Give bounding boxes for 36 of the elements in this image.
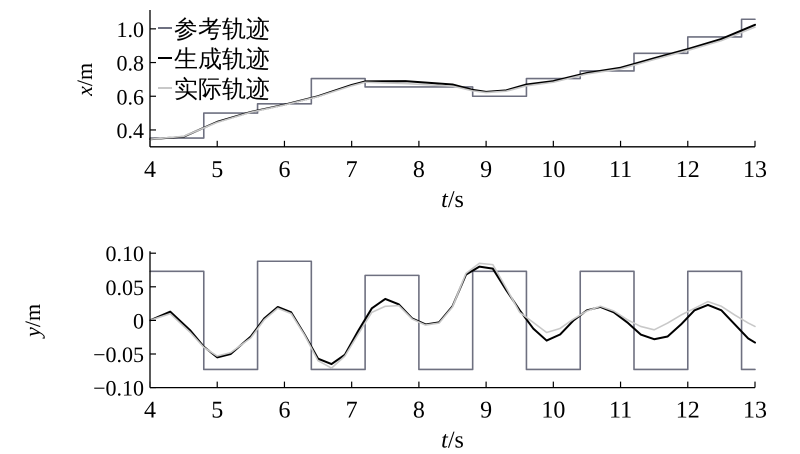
x-tick-label: 6	[278, 156, 290, 183]
x-tick-label: 13	[743, 398, 767, 424]
y-tick-label: −0.05	[93, 342, 144, 367]
x-tick-label: 12	[676, 156, 700, 183]
x-tick-label: 11	[609, 398, 632, 424]
y-axis-title: y/m	[20, 304, 45, 339]
x-tick-label: 4	[144, 156, 156, 183]
x-tick-label: 13	[743, 156, 767, 183]
x-tick-label: 7	[346, 398, 358, 424]
x-axis-title: t/s	[441, 186, 464, 213]
legend-label: 参考轨迹	[174, 16, 270, 43]
y-axis-title: x/m	[72, 62, 97, 97]
x-tick-label: 12	[676, 398, 700, 424]
y-tick-label: 0.10	[106, 241, 144, 266]
x-axis-title: t/s	[441, 428, 464, 454]
y-tick-label: 0.4	[116, 118, 144, 143]
y-tick-label: 0.8	[116, 50, 144, 76]
x-tick-label: 5	[211, 156, 224, 183]
y-tick-label: 0	[133, 308, 144, 334]
x-tick-label: 7	[346, 156, 358, 183]
x-tick-label: 10	[541, 156, 566, 183]
x-tick-label: 5	[211, 398, 224, 424]
x-tick-label: 8	[412, 398, 425, 424]
x-tick-label: 4	[144, 398, 156, 424]
x-tick-label: 11	[609, 156, 632, 183]
x-tick-label: 9	[480, 156, 492, 183]
y-tick-label: 0.05	[106, 274, 144, 300]
y-tick-label: 0.6	[116, 84, 144, 110]
x-tick-label: 8	[412, 156, 425, 183]
y-tick-label: −0.10	[93, 376, 144, 401]
x-tick-label: 9	[480, 398, 492, 424]
legend-label: 实际轨迹	[174, 76, 270, 103]
x-tick-label: 10	[541, 398, 566, 424]
x-tick-label: 6	[278, 398, 290, 424]
legend-label: 生成轨迹	[174, 46, 270, 73]
y-tick-label: 1.0	[116, 16, 144, 42]
